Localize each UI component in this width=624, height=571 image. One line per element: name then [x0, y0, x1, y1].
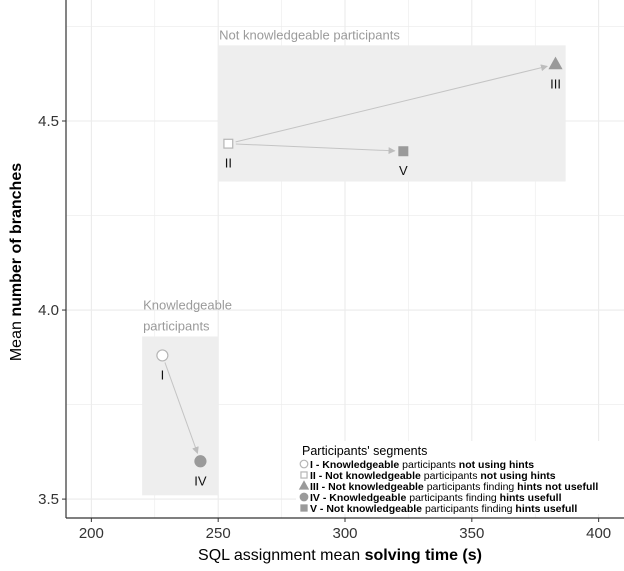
- legend-title: Participants' segments: [302, 444, 427, 458]
- transition-arrow: [235, 64, 548, 143]
- x-tick-label: 250: [206, 525, 231, 542]
- group-label: Knowledgeable: [143, 298, 232, 313]
- y-tick-label: 4.5: [38, 113, 59, 130]
- x-tick-label: 350: [459, 525, 484, 542]
- point-ii: [223, 138, 234, 149]
- x-axis-title: SQL assignment mean solving time (s): [198, 547, 482, 564]
- transition-arrow: [164, 362, 199, 454]
- point-label-iv: IV: [194, 473, 207, 488]
- legend-marker: [299, 492, 309, 502]
- legend-marker: [300, 471, 308, 479]
- x-tick-label: 200: [79, 525, 104, 542]
- group-region: [218, 45, 566, 182]
- transition-arrow: [235, 143, 396, 155]
- y-axis-title: Mean number of branches: [8, 163, 25, 361]
- legend-entry: III - Not knowledgeable participants fin…: [310, 481, 598, 493]
- y-tick-label: 4.0: [38, 302, 59, 319]
- legend-entry: II - Not knowledgeable participants not …: [310, 470, 556, 482]
- legend-entry: I - Knowledgeable participants not using…: [310, 459, 534, 471]
- point-label-iii: III: [550, 76, 561, 91]
- legend-entry: V - Not knowledgeable participants findi…: [310, 503, 577, 515]
- legend-marker: [298, 480, 310, 490]
- axes: 200 250 300 350 400 3.5 4.0 4.5 SQL assignment m…: [8, 0, 624, 564]
- group-region: [142, 336, 219, 496]
- point-label-ii: II: [225, 156, 232, 171]
- legend-entry: IV - Knowledgeable participants finding …: [310, 492, 562, 504]
- point-label-i: I: [161, 367, 165, 382]
- transition-arrows: [164, 64, 548, 454]
- group-label: Not knowledgeable participants: [219, 27, 400, 42]
- point-i: [156, 349, 169, 362]
- point-iii: [548, 56, 563, 70]
- point-v: [398, 146, 409, 157]
- x-tick-label: 400: [586, 525, 611, 542]
- x-tick-label: 300: [332, 525, 357, 542]
- point-label-v: V: [399, 163, 408, 178]
- legend-marker: [299, 459, 309, 469]
- y-tick-label: 3.5: [38, 491, 59, 508]
- point-iv: [194, 455, 207, 468]
- legend-box: [296, 441, 624, 514]
- group-label: participants: [143, 319, 210, 334]
- group-regions: Not knowledgeable participants Knowledgea…: [142, 27, 566, 496]
- legend-marker: [300, 504, 308, 512]
